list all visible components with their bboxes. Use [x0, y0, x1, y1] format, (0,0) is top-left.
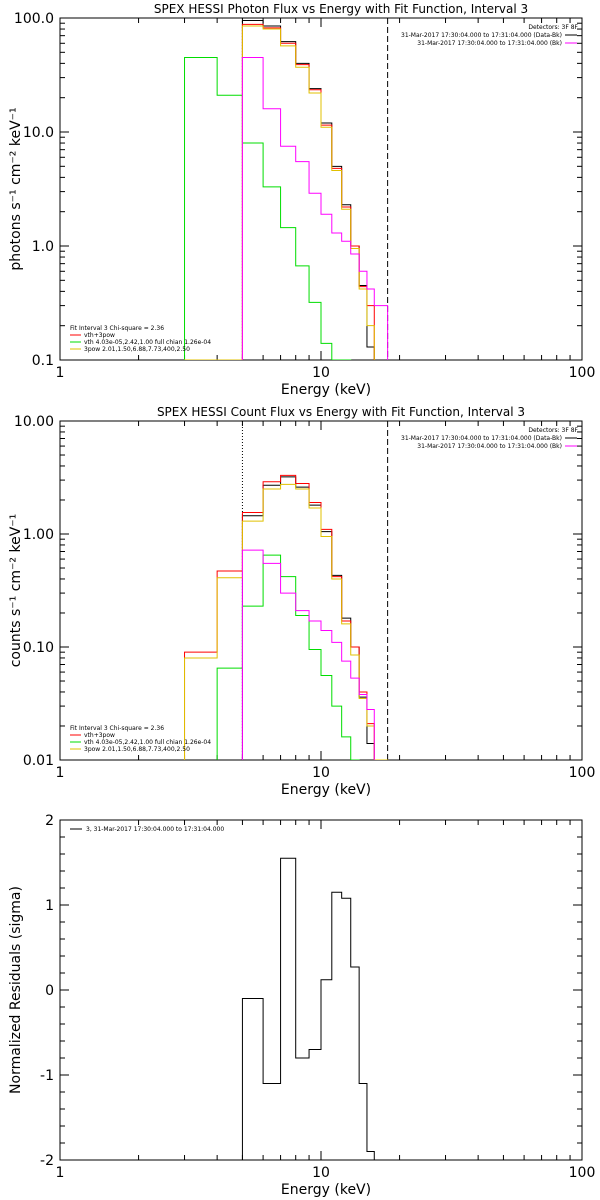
legend-bottom-entry: 3pow 2.01,1.50,6.88,7.73,400,2.50 [84, 746, 190, 753]
x-tick-label: 1 [56, 765, 65, 781]
y-tick-label: -2 [40, 1153, 54, 1169]
series-line-4 [184, 25, 375, 360]
legend-bottom-entry: Fit Interval 3 Chi-square = 2.36 [70, 725, 164, 732]
series-line-2 [241, 23, 375, 360]
x-tick-label: 100 [569, 1165, 596, 1181]
series-line-2 [184, 474, 389, 760]
x-tick-label: 100 [569, 365, 596, 381]
series-line-1 [241, 20, 375, 360]
y-tick-label: 0.1 [32, 353, 54, 369]
y-tick-label: 0.01 [23, 753, 54, 769]
y-axis-label: photons s⁻¹ cm⁻² keV⁻¹ [8, 107, 24, 270]
x-tick-label: 10 [312, 765, 330, 781]
legend-top-entry: Detectors: 3F 8F [528, 427, 578, 434]
legend-top-entry: 3, 31-Mar-2017 17:30:04.000 to 17:31:04.… [86, 826, 224, 833]
legend-bottom-entry: vth+3pow [84, 332, 115, 339]
y-tick-label: 1 [45, 898, 54, 914]
series-line-5 [241, 549, 375, 760]
legend-top-entry: 31-Mar-2017 17:30:04.000 to 17:31:04.000… [401, 32, 562, 39]
legend-top-entry: 31-Mar-2017 17:30:04.000 to 17:31:04.000… [417, 443, 562, 450]
chart-title: SPEX HESSI Photon Flux vs Energy with Fi… [154, 2, 528, 16]
legend-bottom-entry: Fit Interval 3 Chi-square = 2.36 [70, 325, 164, 332]
legend-top-entry: 31-Mar-2017 17:30:04.000 to 17:31:04.000… [401, 435, 562, 442]
x-axis-label: Energy (keV) [281, 1182, 371, 1198]
series-line-4 [184, 483, 389, 760]
series-line-3 [184, 57, 352, 360]
y-tick-label: 10.0 [23, 125, 54, 141]
x-tick-label: 1 [56, 1165, 65, 1181]
x-axis-label: Energy (keV) [281, 782, 371, 798]
x-tick-label: 10 [312, 1165, 330, 1181]
series-line-1 [241, 857, 375, 1160]
y-tick-label: 1.00 [23, 527, 54, 543]
x-tick-label: 100 [569, 765, 596, 781]
y-tick-label: 0.10 [23, 640, 54, 656]
y-tick-label: 2 [45, 813, 54, 829]
y-tick-label: 1.0 [32, 239, 54, 255]
legend-bottom-entry: vth 4.03e-05,2.42,1.00 full chian 1.26e-… [84, 339, 211, 346]
legend-bottom-entry: 3pow 2.01,1.50,6.88,7.73,400,2.50 [84, 346, 190, 353]
y-tick-label: 100.0 [14, 11, 54, 27]
legend-top-entry: 31-Mar-2017 17:30:04.000 to 17:31:04.000… [417, 40, 562, 47]
series-group [241, 857, 375, 1160]
series-group [184, 474, 389, 760]
x-tick-label: 10 [312, 365, 330, 381]
axes-frame [59, 420, 583, 761]
chart-panel-2: 1 10 100 0.01 0.10 1.00 10.00 SPEX HESSI Count … [8, 405, 595, 798]
series-group [184, 20, 389, 360]
chart-panel-1: 1 10 100 0.1 1.0 10.0 100.0 SPEX HESSI Photon F… [8, 2, 595, 398]
chart-title: SPEX HESSI Count Flux vs Energy with Fit… [157, 405, 525, 419]
y-tick-label: 0 [45, 983, 54, 999]
series-line-3 [216, 554, 360, 760]
legend-bottom-entry: vth+3pow [84, 732, 115, 739]
legend-bottom-entry: vth 4.03e-05,2.42,1.00 full chian 1.26e-… [84, 739, 211, 746]
series-line-5 [241, 57, 389, 360]
x-axis-label: Energy (keV) [281, 382, 371, 398]
legend-top-entry: Detectors: 3F 8F [528, 24, 578, 31]
y-axis-label: Normalized Residuals (sigma) [8, 886, 24, 1094]
series-line-1 [241, 476, 375, 760]
chart-panel-3: 1 10 100 -2 -1 0 1 2 Energy (keV) Normalized Resi… [8, 813, 595, 1198]
x-tick-label: 1 [56, 365, 65, 381]
y-axis-label: counts s⁻¹ cm⁻² keV⁻¹ [8, 514, 24, 668]
y-tick-label: -1 [40, 1068, 54, 1084]
y-tick-label: 10.00 [14, 414, 54, 430]
